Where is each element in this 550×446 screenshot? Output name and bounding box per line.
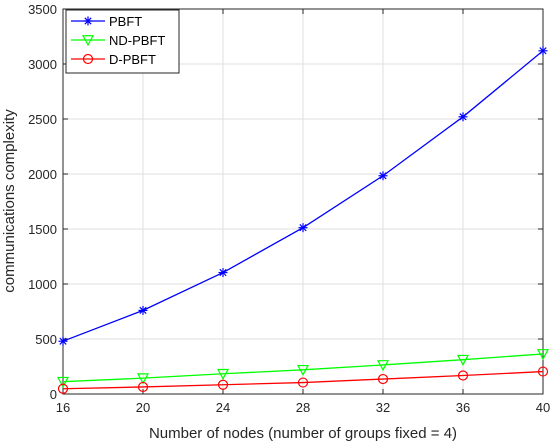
x-tick-label: 16 [56, 400, 70, 415]
x-tick-label: 40 [536, 400, 550, 415]
marker-stroke [459, 113, 467, 121]
ticks: 16 20 24 28 32 36 40 0 500 1000 1500 2000 2500 3000 35… [28, 2, 550, 415]
y-axis-title: communications complexity [1, 109, 18, 293]
legend-marker [81, 35, 95, 47]
data-point [538, 46, 548, 56]
y-tick-label: 2500 [28, 112, 57, 127]
data-point [536, 349, 550, 361]
data-point [217, 379, 229, 390]
data-point [298, 223, 308, 233]
marker-stroke [59, 337, 67, 345]
legend-entry-pbft: PBFT [71, 14, 142, 29]
y-tick-label: 3000 [28, 57, 57, 72]
data-point [378, 171, 388, 181]
legend-entry-nd-pbft: ND-PBFT [71, 33, 165, 48]
data-point [218, 268, 228, 278]
x-tick-label: 20 [136, 400, 150, 415]
x-tick-label: 32 [376, 400, 390, 415]
data-point [136, 373, 150, 385]
y-tick-label: 1500 [28, 222, 57, 237]
legend-items: PBFT ND-PBFT D-PBFT [71, 14, 165, 67]
data-point [377, 373, 389, 385]
data-point [458, 112, 468, 122]
legend-marker [83, 16, 93, 26]
data-point [457, 370, 469, 381]
marker-stroke [539, 47, 547, 55]
series-d-pbft [57, 366, 549, 394]
data-point [137, 381, 149, 393]
data-point [138, 305, 148, 315]
y-tick-label: 0 [50, 387, 57, 402]
legend-marker [82, 53, 94, 65]
marker-stroke [379, 172, 387, 180]
x-tick-label: 28 [296, 400, 310, 415]
data-point [376, 360, 390, 372]
legend: PBFT ND-PBFT D-PBFT [65, 9, 180, 74]
data-point [296, 364, 310, 377]
y-tick-label: 500 [35, 332, 57, 347]
legend-label: ND-PBFT [109, 33, 165, 48]
x-tick-label: 36 [456, 400, 470, 415]
x-axis-title: Number of nodes (number of groups fixed … [149, 425, 457, 442]
data-point [537, 366, 549, 377]
legend-label: PBFT [109, 14, 142, 29]
series-line [62, 370, 544, 390]
data-point [216, 368, 230, 381]
data-point [456, 354, 470, 366]
legend-entry-d-pbft: D-PBFT [71, 52, 156, 67]
x-tick-label: 24 [216, 400, 230, 415]
marker-stroke [139, 306, 147, 315]
series-pbft [58, 46, 548, 346]
series-line [62, 353, 544, 383]
series-group [56, 46, 550, 394]
legend-label: D-PBFT [109, 52, 156, 67]
marker-stroke [299, 224, 307, 232]
marker-stroke [219, 268, 227, 277]
data-point [297, 377, 309, 388]
y-tick-label: 3500 [28, 2, 57, 17]
data-point [56, 376, 70, 388]
y-tick-label: 2000 [28, 167, 57, 182]
data-point [58, 336, 68, 346]
series-nd-pbft [56, 349, 550, 388]
data-point [57, 383, 69, 394]
marker-stroke [84, 17, 92, 25]
y-tick-label: 1000 [28, 277, 57, 292]
